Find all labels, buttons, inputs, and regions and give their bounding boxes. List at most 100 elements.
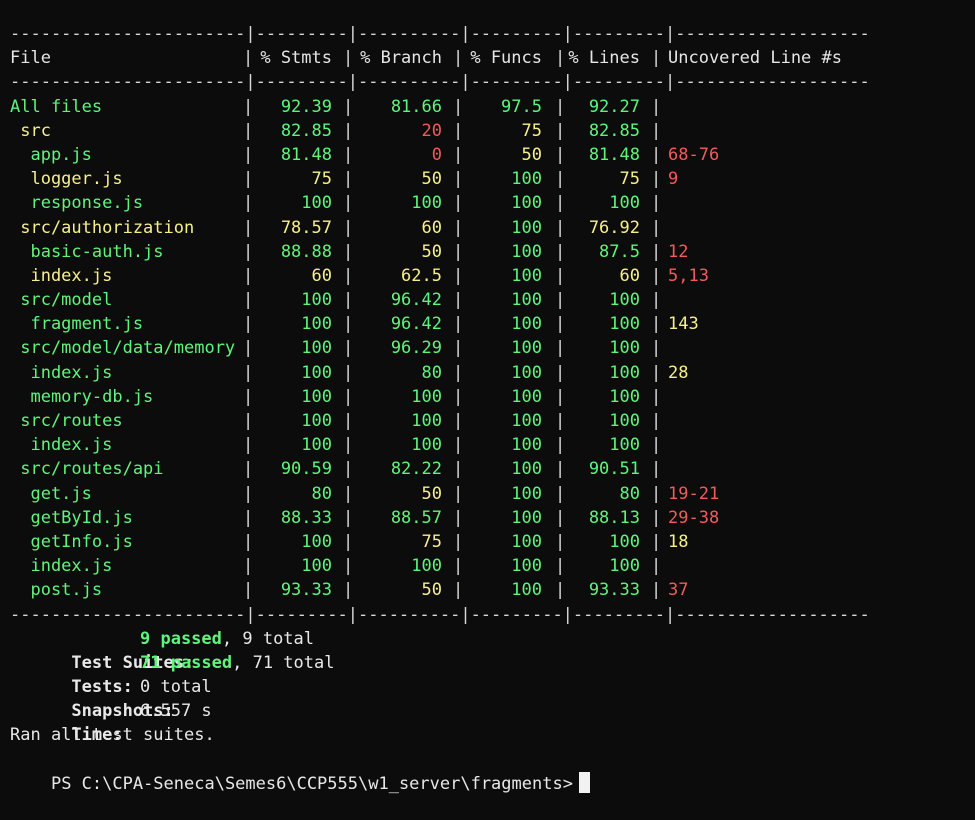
cell-uncovered: 12	[668, 241, 689, 262]
cell-lines: 88.13	[588, 507, 640, 528]
column-divider: |	[651, 120, 662, 141]
table-row: fragment.js | 100 | 96.42 | 100 | 100 | 143	[10, 312, 970, 336]
column-divider: |	[453, 48, 464, 69]
cell-funcs: 100	[511, 314, 542, 335]
cell-uncovered: 68-76	[668, 144, 720, 165]
column-divider: |	[243, 169, 254, 190]
column-divider: |	[651, 411, 662, 431]
column-divider: |	[651, 556, 662, 577]
column-divider: |	[343, 459, 354, 480]
cell-branch: 80	[421, 362, 442, 383]
column-divider: |	[453, 338, 464, 359]
column-divider: |	[243, 144, 254, 165]
cell-lines: 100	[609, 531, 640, 552]
table-row: logger.js | 75 | 50 | 100 | 75 | 9	[10, 167, 970, 191]
cell-lines: 82.85	[588, 120, 640, 141]
cell-lines: 100	[609, 556, 640, 577]
cell-lines: 100	[609, 290, 640, 311]
cell-file: index.js	[10, 556, 113, 577]
table-row: getInfo.js | 100 | 75 | 100 | 100 | 18	[10, 530, 970, 554]
column-divider: |	[453, 435, 464, 456]
text-cursor[interactable]	[578, 771, 590, 793]
column-divider: |	[453, 556, 464, 577]
cell-lines: 100	[609, 314, 640, 335]
coverage-header-row: File | % Stmts | % Branch | % Funcs | % …	[10, 46, 970, 70]
column-divider: |	[343, 411, 354, 431]
column-divider: |	[453, 483, 464, 504]
cell-funcs: 100	[511, 580, 542, 601]
cell-branch: 82.22	[390, 459, 442, 480]
cell-funcs: 100	[511, 556, 542, 577]
column-divider: |	[343, 96, 354, 117]
cell-stmts: 100	[301, 193, 332, 214]
column-divider: |	[555, 362, 566, 383]
cell-lines: 100	[609, 411, 640, 431]
cell-stmts: 100	[301, 556, 332, 577]
cell-file: All files	[10, 96, 103, 117]
cell-file: post.js	[10, 580, 103, 601]
column-divider: |	[453, 96, 464, 117]
table-row: memory-db.js | 100 | 100 | 100 | 100 |	[10, 385, 970, 409]
summary-test-suites: Test Suites: 9 passed, 9 total	[10, 627, 970, 673]
column-divider: |	[555, 507, 566, 528]
cell-stmts: 75	[311, 169, 332, 190]
header-stmts: % Stmts	[260, 48, 332, 69]
column-divider: |	[555, 435, 566, 456]
column-divider: |	[343, 169, 354, 190]
column-divider: |	[651, 580, 662, 601]
cell-stmts: 100	[301, 338, 332, 359]
cell-uncovered: 29-38	[668, 507, 720, 528]
column-divider: |	[453, 169, 464, 190]
table-row: index.js | 100 | 100 | 100 | 100 |	[10, 554, 970, 578]
cell-stmts: 100	[301, 314, 332, 335]
column-divider: |	[343, 144, 354, 165]
time-value: 6.557 s	[140, 701, 212, 722]
column-divider: |	[651, 386, 662, 407]
cell-branch: 96.42	[390, 314, 442, 335]
cell-branch: 50	[421, 241, 442, 262]
column-divider: |	[243, 459, 254, 480]
terminal-output[interactable]: -----------------------|---------|------…	[10, 22, 970, 794]
cell-file: index.js	[10, 362, 113, 383]
column-divider: |	[651, 314, 662, 335]
tests-label: Tests:	[71, 677, 133, 698]
test-suites-label: Test Suites:	[71, 652, 195, 673]
cell-branch: 50	[421, 580, 442, 601]
cell-branch: 100	[411, 411, 442, 431]
cell-uncovered: 28	[668, 362, 689, 383]
cell-stmts: 81.48	[280, 144, 332, 165]
column-divider: |	[343, 362, 354, 383]
cell-branch: 100	[411, 435, 442, 456]
cell-stmts: 80	[311, 483, 332, 504]
cell-branch: 75	[421, 531, 442, 552]
cell-branch: 20	[421, 120, 442, 141]
cell-funcs: 100	[511, 386, 542, 407]
cell-file: src/routes/api	[10, 459, 164, 480]
column-divider: |	[555, 193, 566, 214]
column-divider: |	[651, 96, 662, 117]
cell-lines: 60	[619, 265, 640, 286]
cell-funcs: 100	[511, 435, 542, 456]
column-divider: |	[243, 556, 254, 577]
cell-stmts: 88.88	[280, 241, 332, 262]
cell-stmts: 100	[301, 386, 332, 407]
tests-passed: 71 passed	[140, 652, 233, 673]
column-divider: |	[453, 314, 464, 335]
summary-tests: Tests: 71 passed, 71 total	[10, 651, 970, 697]
column-divider: |	[555, 411, 566, 431]
cell-lines: 100	[609, 193, 640, 214]
column-divider: |	[243, 265, 254, 286]
cell-stmts: 100	[301, 411, 332, 431]
cell-funcs: 100	[511, 241, 542, 262]
column-divider: |	[555, 265, 566, 286]
cell-funcs: 100	[511, 193, 542, 214]
cell-lines: 90.51	[588, 459, 640, 480]
cell-uncovered: 19-21	[668, 483, 720, 504]
column-divider: |	[651, 483, 662, 504]
header-branch: % Branch	[360, 48, 442, 69]
column-divider: |	[651, 507, 662, 528]
header-funcs: % Funcs	[470, 48, 542, 69]
cell-file: src/routes	[10, 411, 123, 431]
snapshots-label: Snapshots:	[71, 701, 174, 722]
prompt-line[interactable]: PS C:\CPA-Seneca\Semes6\CCP555\w1_server…	[10, 748, 970, 794]
